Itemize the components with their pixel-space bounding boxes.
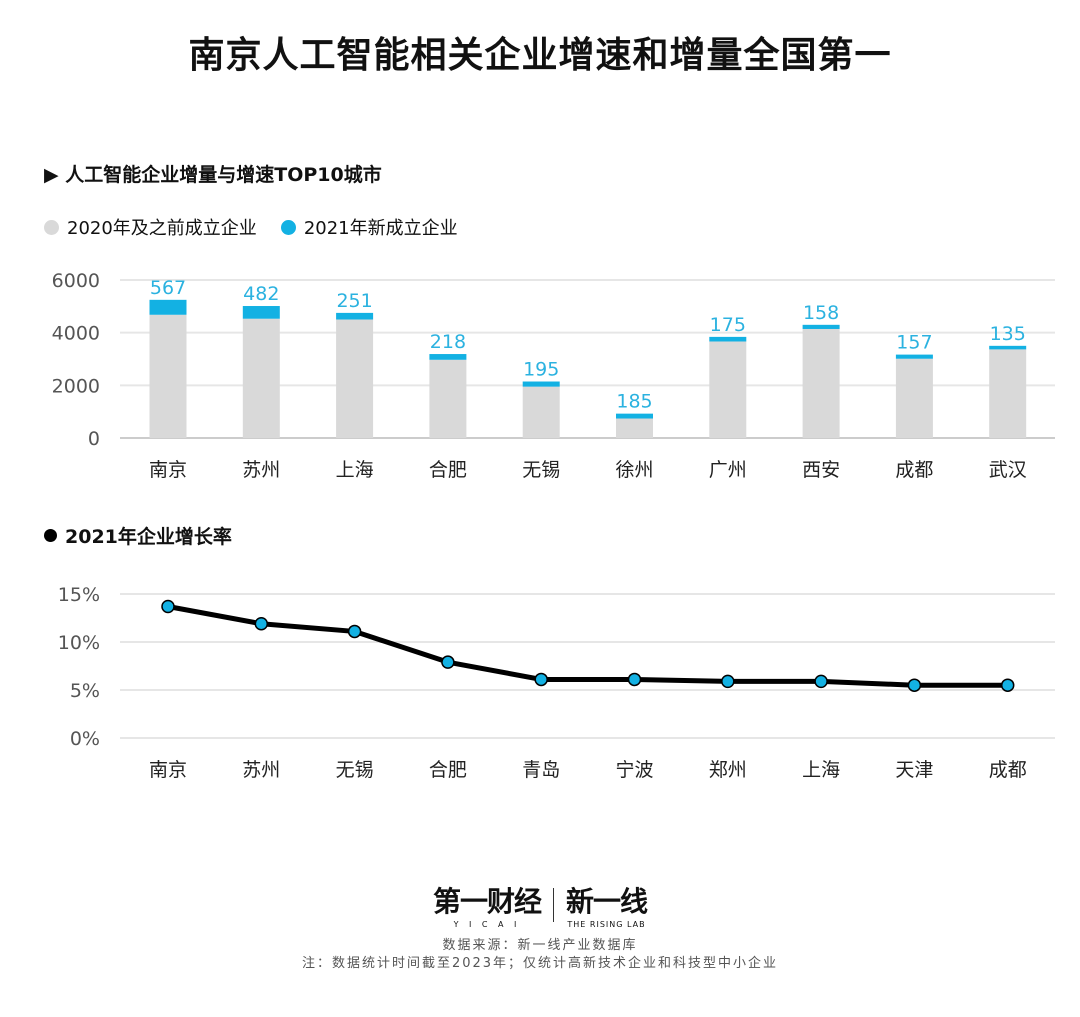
logos: 第一财经 Y I C A I 新一线 THE RISING LAB [0, 880, 1080, 929]
bar-legend: 2020年及之前成立企业 2021年新成立企业 [44, 214, 458, 240]
bar-segment-2021 [802, 324, 840, 329]
x-tick-label: 南京 [149, 459, 187, 480]
data-label: 218 [430, 331, 466, 353]
bar-segment-2021 [709, 336, 747, 342]
x-tick-label: 天津 [895, 759, 933, 781]
bar-chart-title: ▶ 人工智能企业增量与增速TOP10城市 [44, 164, 382, 186]
bar-segment-pre2021 [149, 314, 187, 438]
x-tick-label: 郑州 [709, 759, 747, 781]
source-text: 数据来源：新一线产业数据库 [442, 938, 638, 953]
data-point [347, 624, 362, 639]
data-point [441, 655, 455, 669]
bar-segment-pre2021 [709, 341, 747, 438]
data-point [254, 617, 269, 631]
bar-segment-pre2021 [895, 358, 933, 438]
x-tick-label: 宁波 [615, 759, 653, 781]
bar-segment-pre2021 [429, 359, 467, 438]
data-point [721, 674, 735, 689]
bar-segment-pre2021 [242, 318, 280, 438]
data-label: 251 [336, 290, 372, 312]
bar-segment-2021 [336, 312, 374, 320]
data-point [627, 672, 642, 687]
growth-line [167, 604, 1008, 688]
x-tick-label: 苏州 [242, 759, 280, 781]
line-chart-title: 2021年企业增长率 [65, 526, 232, 548]
data-point [161, 599, 175, 614]
x-tick-label: 无锡 [522, 459, 560, 480]
x-tick-label: 合肥 [429, 759, 467, 781]
data-point [814, 674, 828, 689]
y-tick-label: 15% [58, 584, 100, 606]
line-chart: 0% 5% 10% 15% 南京 苏州 无锡 合肥 青岛 宁波 郑州 上海 天津 成都 [58, 584, 1055, 781]
bar-segment-2021 [895, 354, 933, 359]
x-tick-label: 西安 [802, 459, 840, 480]
x-tick-label: 上海 [336, 459, 374, 480]
bar-segment-pre2021 [522, 386, 560, 438]
bar-segment-2021 [242, 306, 280, 319]
x-tick-label: 无锡 [336, 759, 374, 781]
bar-segment-pre2021 [802, 328, 840, 438]
bar-segment-pre2021 [616, 418, 653, 438]
data-label: 195 [523, 359, 559, 381]
x-tick-label: 南京 [149, 759, 187, 781]
legend-label: 2021年新成立企业 [303, 218, 458, 239]
bullet-icon [44, 529, 57, 542]
x-tick-label: 苏州 [242, 459, 280, 480]
y-tick-label: 2000 [52, 375, 100, 397]
y-tick-label: 4000 [52, 323, 100, 345]
data-label: 482 [243, 283, 279, 305]
y-tick-label: 6000 [52, 270, 100, 292]
line-chart-header: 2021年企业增长率 [44, 522, 232, 549]
x-tick-label: 青岛 [522, 759, 560, 781]
data-label: 158 [803, 302, 839, 324]
data-point [1000, 678, 1015, 692]
y-tick-label: 5% [70, 680, 100, 702]
bar-chart: 0 2000 4000 6000 567 南京 482 苏州 251 上海 218 合肥 195 无锡 18… [52, 270, 1055, 480]
data-point [907, 678, 922, 692]
x-tick-label: 广州 [709, 459, 747, 480]
page-title: 南京人工智能相关企业增速和增量全国第一 [188, 35, 892, 76]
legend-marker-blue [280, 219, 296, 235]
x-tick-label: 成都 [895, 459, 933, 480]
legend-marker-gray [44, 219, 59, 235]
legend-label: 2020年及之前成立企业 [67, 218, 257, 239]
bar-segment-2021 [429, 354, 467, 360]
x-tick-label: 武汉 [989, 459, 1027, 480]
logo-divider [553, 887, 554, 922]
bar-segment-2021 [522, 381, 560, 387]
note-text: 注：数据统计时间截至2023年；仅统计高新技术企业和科技型中小企业 [301, 956, 779, 971]
bar-segment-pre2021 [989, 349, 1027, 438]
y-tick-label: 0% [70, 728, 100, 750]
x-tick-label: 成都 [989, 759, 1027, 781]
data-label: 567 [150, 277, 186, 299]
data-label: 135 [990, 323, 1026, 345]
y-tick-label: 10% [58, 632, 100, 654]
rising-lab-logo: 新一线 THE RISING LAB [566, 885, 648, 929]
yicai-logo: 第一财经 Y I C A I [432, 885, 542, 929]
bar-segment-pre2021 [336, 319, 374, 438]
y-tick-label: 0 [88, 428, 100, 450]
bar-segment-2021 [149, 299, 187, 315]
data-label: 175 [710, 314, 746, 336]
data-point [534, 672, 548, 687]
bar-segment-2021 [616, 413, 653, 419]
data-label: 157 [896, 332, 932, 354]
bar-segment-2021 [989, 345, 1027, 350]
x-tick-label: 合肥 [429, 459, 467, 480]
x-tick-label: 上海 [802, 759, 840, 781]
data-label: 185 [616, 391, 652, 413]
x-tick-label: 徐州 [615, 459, 653, 480]
